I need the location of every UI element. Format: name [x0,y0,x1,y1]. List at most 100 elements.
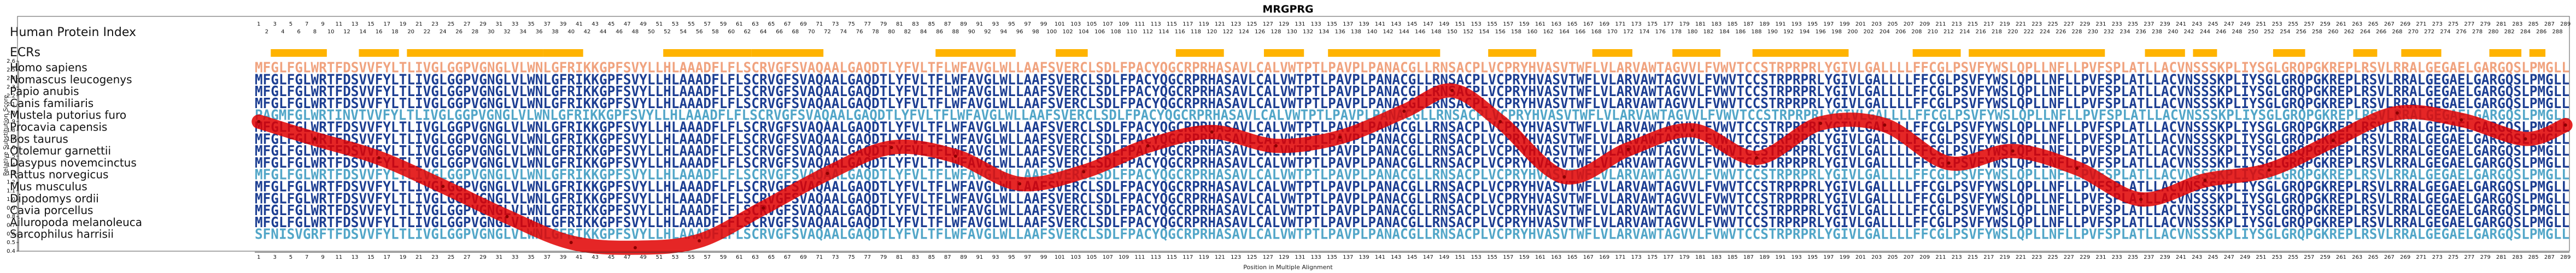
index-tick-label: 81 [896,21,903,27]
index-tick-label: 273 [2432,21,2443,27]
y-tick-label: 1.2 [7,179,15,185]
data-point [2139,198,2143,201]
index-tick-label: 252 [2264,29,2274,35]
x-tick-label: 57 [704,254,711,260]
index-tick-label: 123 [1231,21,1241,27]
index-tick-label: 87 [944,21,951,27]
index-tick-label: 114 [1158,29,1169,35]
index-tick-label: 3 [273,21,276,27]
ecr-bar [1752,49,1849,57]
x-tick-label: 65 [768,254,775,260]
y-tick-label: 2.3 [7,84,15,90]
data-point [698,239,701,243]
x-tick-label: 101 [1055,254,1065,260]
index-tick-label: 110 [1127,29,1137,35]
index-tick-label: 138 [1351,29,1361,35]
index-tick-label: 32 [504,29,511,35]
index-tick-label: 58 [712,29,719,35]
index-tick-label: 267 [2384,21,2394,27]
y-tick-label: 1.8 [7,128,15,134]
index-tick-label: 15 [367,21,374,27]
index-tick-label: 147 [1423,21,1433,27]
ecr-bar [2273,49,2305,57]
data-point [2524,137,2527,141]
x-tick-label: 29 [479,254,487,260]
data-point [762,206,765,210]
data-point [1450,88,1454,92]
data-point [1146,144,1150,148]
x-tick-label: 261 [2336,254,2346,260]
index-tick-label: 133 [1311,21,1321,27]
index-tick-label: 112 [1143,29,1153,35]
index-tick-label: 287 [2544,21,2555,27]
index-tick-label: 191 [1775,21,1785,27]
index-tick-label: 242 [2184,29,2194,35]
index-tick-label: 175 [1647,21,1658,27]
index-tick-label: 268 [2392,29,2402,35]
index-tick-label: 156 [1495,29,1506,35]
index-tick-label: 230 [2088,29,2098,35]
index-tick-label: 286 [2536,29,2546,35]
index-tick-label: 278 [2472,29,2483,35]
index-tick-label: 137 [1343,21,1353,27]
human-index-ticks: 1234567891011121314151617181920212223242… [257,21,2571,35]
x-tick-label: 103 [1070,254,1081,260]
y-tick-label: 0.9 [7,205,15,211]
index-tick-label: 264 [2360,29,2370,35]
index-tick-label: 125 [1246,21,1257,27]
x-tick-label: 273 [2432,254,2443,260]
x-tick-label: 171 [1615,254,1625,260]
sequence-row: MFGLFGLWRTFDSVVFYLTLIVGLGGPVGNGLVLWNLGFR… [255,203,2569,219]
index-tick-label: 23 [431,21,438,27]
data-point [1562,175,1566,179]
index-tick-label: 111 [1134,21,1145,27]
index-tick-label: 59 [720,21,727,27]
index-tick-label: 155 [1487,21,1497,27]
index-tick-label: 179 [1679,21,1690,27]
y-axis: 0.4 0.5 0.6 0.7 0.8 0.9 1.0 1.1 1.2 1.3 1.4 1.5 1.6 1… [7,58,19,254]
x-tick-label: 161 [1535,254,1545,260]
index-tick-label: 77 [864,21,871,27]
ecr-bar [271,49,327,57]
x-tick-label: 93 [992,254,999,260]
y-tick-label: 0.5 [7,240,15,246]
ecr-bar [2145,49,2185,57]
x-tick-label: 11 [335,254,342,260]
x-tick-label: 3 [273,254,276,260]
index-tick-label: 95 [1008,21,1015,27]
x-tick-label: 209 [1919,254,1930,260]
x-tick-label: 285 [2528,254,2539,260]
index-tick-label: 109 [1119,21,1129,27]
index-tick-label: 83 [912,21,919,27]
ecr-bar [2401,49,2442,57]
species-label: Canis familiaris [10,97,93,110]
x-tick-label: 113 [1151,254,1161,260]
x-tick-label: 173 [1631,254,1642,260]
x-tick-label: 259 [2320,254,2331,260]
index-tick-label: 277 [2464,21,2474,27]
x-tick-label: 153 [1471,254,1482,260]
index-tick-label: 124 [1239,29,1249,35]
x-tick-label: 53 [672,254,679,260]
x-tick-label: 91 [976,254,983,260]
index-tick-label: 240 [2168,29,2178,35]
index-tick-label: 128 [1271,29,1281,35]
x-tick-label: 119 [1199,254,1209,260]
ecrs-label: ECRs [10,46,40,60]
index-tick-label: 270 [2408,29,2419,35]
index-tick-label: 41 [576,21,583,27]
x-tick-label: 33 [512,254,519,260]
x-tick-label: 39 [560,254,567,260]
index-tick-label: 222 [2024,29,2034,35]
index-tick-label: 118 [1191,29,1201,35]
x-tick-label: 253 [2272,254,2282,260]
x-tick-label: 131 [1295,254,1305,260]
index-tick-label: 144 [1399,29,1409,35]
x-tick-label: 167 [1583,254,1594,260]
x-tick-label: 191 [1775,254,1785,260]
index-tick-label: 62 [744,29,751,35]
x-tick-label: 267 [2384,254,2394,260]
x-tick-label: 179 [1679,254,1690,260]
index-tick-label: 72 [824,29,831,35]
x-tick-label: 7 [305,254,308,260]
